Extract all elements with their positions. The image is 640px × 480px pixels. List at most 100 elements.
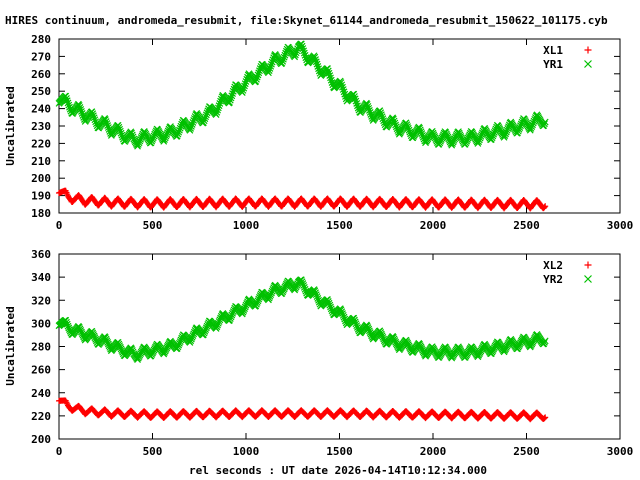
- data-point: [474, 139, 482, 147]
- y-tick-label: 280: [31, 341, 51, 354]
- data-point: [478, 131, 486, 139]
- data-point: [489, 132, 497, 140]
- y-tick-label: 200: [31, 172, 51, 185]
- legend-label-yr2: YR2: [543, 273, 563, 286]
- data-point: [353, 100, 361, 107]
- data-point: [540, 122, 548, 130]
- data-point: [416, 124, 423, 132]
- data-point: [338, 308, 346, 316]
- data-point: [201, 327, 209, 335]
- data-point: [161, 136, 168, 144]
- data-point: [337, 306, 345, 314]
- data-point: [529, 121, 536, 129]
- data-point: [541, 118, 549, 126]
- data-point: [163, 130, 171, 138]
- data-point: [200, 329, 208, 337]
- y-tick-label: 220: [31, 410, 51, 423]
- data-point: [312, 291, 320, 299]
- data-point: [351, 93, 358, 100]
- data-point: [291, 51, 299, 59]
- data-point: [255, 69, 263, 77]
- data-point: [529, 119, 537, 127]
- data-point: [252, 302, 260, 310]
- data-point: [340, 313, 348, 321]
- data-point: [313, 293, 321, 300]
- y-tick-label: 210: [31, 155, 51, 168]
- data-point: [91, 116, 99, 124]
- data-point: [240, 306, 248, 314]
- data-point: [265, 67, 273, 75]
- data-point: [226, 96, 234, 104]
- data-point: [265, 296, 272, 304]
- y-tick-label: 240: [31, 103, 51, 116]
- data-point: [241, 82, 248, 90]
- data-point: [253, 299, 261, 306]
- data-point: [502, 128, 510, 136]
- data-point: [173, 345, 181, 352]
- x-tick-label: 2500: [513, 445, 540, 458]
- data-point: [428, 127, 436, 135]
- data-point: [104, 124, 112, 131]
- data-point: [291, 53, 299, 61]
- data-point: [202, 324, 210, 332]
- data-point: [389, 115, 397, 123]
- data-point: [137, 135, 144, 143]
- data-point: [89, 110, 97, 118]
- data-point: [63, 94, 70, 102]
- data-point: [189, 119, 197, 126]
- data-point: [187, 335, 195, 343]
- data-point: [89, 112, 97, 120]
- data-point: [364, 102, 372, 110]
- data-point: [62, 92, 70, 100]
- data-point: [227, 94, 235, 102]
- data-point: [527, 124, 535, 132]
- data-point: [297, 40, 305, 48]
- data-point: [325, 69, 333, 77]
- data-point: [228, 311, 236, 319]
- y-tick-label: 180: [31, 207, 51, 220]
- data-point: [175, 341, 183, 349]
- data-point: [215, 318, 223, 325]
- y-tick-label: 280: [31, 33, 51, 46]
- data-point: [312, 289, 319, 297]
- data-point: [324, 298, 332, 305]
- data-point: [174, 343, 182, 351]
- x-tick-label: 500: [143, 445, 163, 458]
- data-point: [351, 95, 359, 103]
- data-point: [530, 117, 538, 125]
- data-point: [255, 295, 263, 303]
- data-point: [514, 127, 522, 135]
- data-point: [199, 331, 207, 339]
- x-axis-label: rel seconds : UT date 2026-04-14T10:12:3…: [189, 464, 487, 477]
- data-point: [176, 339, 183, 347]
- data-point: [339, 311, 347, 319]
- data-point: [350, 314, 358, 322]
- data-point: [477, 132, 485, 140]
- data-point: [62, 316, 70, 324]
- data-point: [226, 315, 234, 322]
- data-point: [229, 309, 236, 317]
- y-tick-label: 220: [31, 137, 51, 150]
- data-point: [187, 122, 195, 130]
- data-point: [101, 116, 109, 124]
- data-point: [351, 316, 358, 324]
- x-tick-label: 0: [56, 219, 63, 232]
- data-point: [176, 126, 183, 134]
- data-point: [175, 128, 183, 136]
- data-point: [300, 49, 308, 57]
- data-point: [365, 104, 373, 112]
- x-tick-label: 3000: [607, 219, 634, 232]
- data-point: [226, 316, 233, 324]
- data-point: [417, 128, 425, 136]
- data-point: [541, 415, 548, 422]
- data-point: [162, 132, 170, 140]
- data-point: [325, 299, 333, 307]
- data-point: [114, 121, 122, 129]
- data-point: [267, 291, 275, 299]
- data-point: [378, 113, 386, 121]
- data-point: [229, 90, 236, 98]
- data-point: [148, 137, 156, 145]
- data-point: [311, 53, 319, 61]
- data-point: [186, 126, 194, 134]
- data-point: [213, 323, 221, 331]
